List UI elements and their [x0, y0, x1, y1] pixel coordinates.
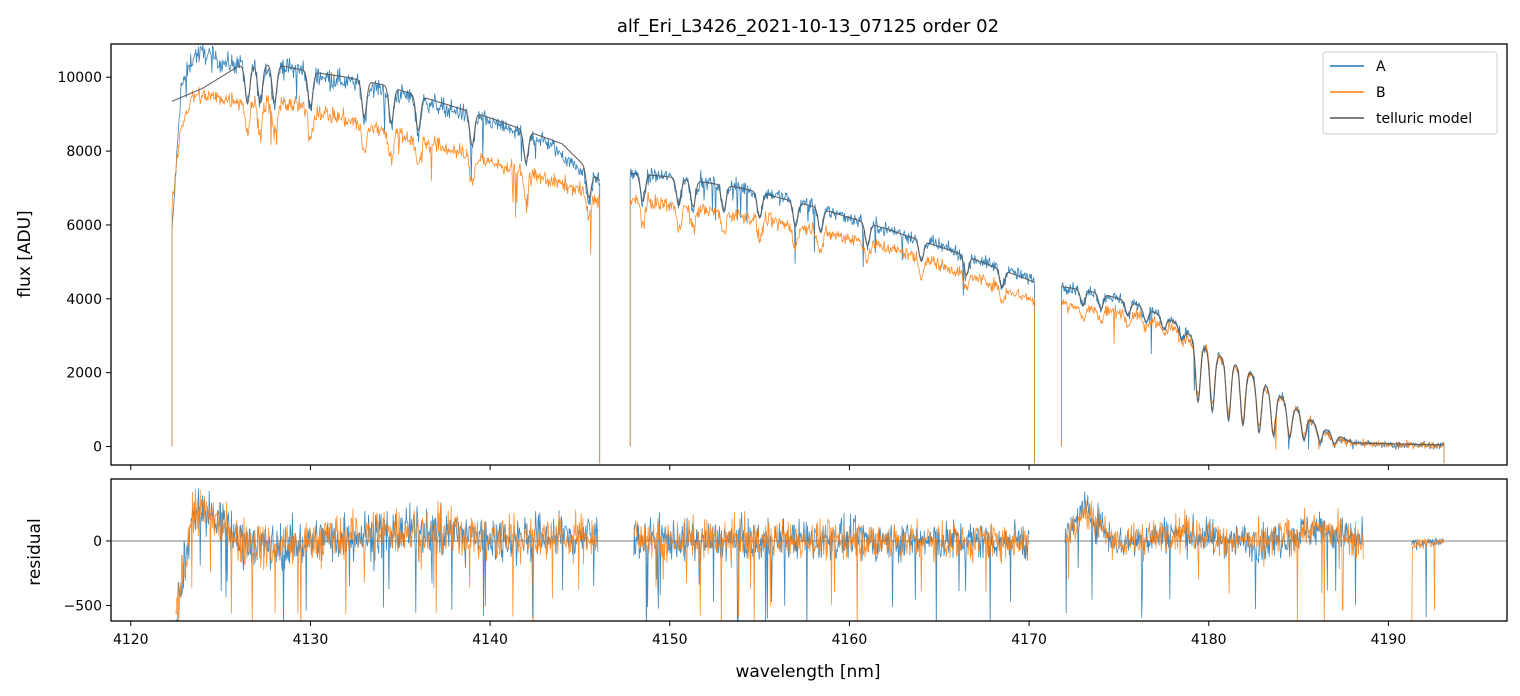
flux-y-ticks: 0 2000 4000 6000 8000 10000 — [57, 70, 111, 456]
legend: A B telluric model — [1322, 51, 1498, 135]
residual-x-tick-label: 4180 — [1191, 632, 1227, 648]
legend-label-telluric: telluric model — [1376, 111, 1472, 127]
flux-series-a-segment-3 — [1061, 282, 1445, 464]
flux-y-tick-label: 6000 — [66, 218, 102, 234]
residual-series-a-segment-1 — [175, 488, 599, 621]
residual-series-b-segment-1 — [175, 488, 599, 621]
residual-series-b-segment-4 — [1411, 538, 1445, 621]
residual-panel: −500 0 4120 4130 4140 4150 4160 4170 4180 4190 r… — [25, 478, 1508, 682]
residual-series-a-segment-2 — [633, 512, 1030, 621]
residual-y-tick-label: −500 — [64, 599, 102, 615]
flux-series-b-segment-2 — [629, 192, 1035, 464]
flux-y-tick-label: 8000 — [66, 144, 102, 160]
flux-y-tick-label: 10000 — [57, 70, 102, 86]
legend-frame — [1322, 51, 1498, 135]
flux-y-tick-label: 4000 — [66, 292, 102, 308]
x-axis-label: wavelength [nm] — [735, 662, 880, 682]
flux-series-b-segment-3 — [1061, 299, 1445, 464]
flux-panel: 0 2000 4000 6000 8000 10000 flux [ADU] A B te… — [15, 43, 1508, 470]
residual-series-a-segment-4 — [1411, 537, 1445, 618]
residual-x-tick-label: 4160 — [832, 632, 868, 648]
telluric-model-segment-3 — [1061, 286, 1445, 446]
chart-title: alf_Eri_L3426_2021-10-13_07125 order 02 — [617, 16, 999, 37]
residual-y-ticks: −500 0 — [64, 534, 111, 615]
residual-y-tick-label: 0 — [93, 534, 102, 550]
telluric-model-segment-2 — [630, 172, 1035, 289]
residual-x-tick-label: 4120 — [113, 632, 149, 648]
flux-plot-area — [171, 44, 1445, 464]
residual-series-a-segment-3 — [1064, 491, 1364, 619]
residual-x-tick-label: 4170 — [1011, 632, 1047, 648]
residual-x-tick-label: 4150 — [652, 632, 688, 648]
telluric-model-segment-1 — [171, 64, 601, 199]
residual-series-b-segment-2 — [633, 511, 1030, 621]
flux-series-a-segment-1 — [171, 44, 601, 464]
flux-y-axis-label: flux [ADU] — [15, 210, 35, 297]
legend-label-a: A — [1376, 59, 1386, 75]
residual-plot-area — [111, 488, 1507, 621]
residual-axes-frame — [110, 478, 1508, 622]
flux-y-tick-label: 2000 — [66, 366, 102, 382]
residual-x-ticks: 4120 4130 4140 4150 4160 4170 4180 4190 — [113, 621, 1406, 648]
residual-x-tick-label: 4130 — [293, 632, 329, 648]
residual-y-axis-label: residual — [25, 518, 45, 585]
residual-x-tick-label: 4190 — [1371, 632, 1407, 648]
flux-y-tick-label: 0 — [93, 440, 102, 456]
legend-label-b: B — [1376, 85, 1386, 101]
residual-series-b-segment-3 — [1064, 500, 1364, 621]
flux-series-b-segment-1 — [171, 86, 601, 464]
flux-axes-frame — [110, 43, 1508, 466]
flux-x-ticks — [130, 465, 1389, 470]
residual-x-tick-label: 4140 — [472, 632, 508, 648]
